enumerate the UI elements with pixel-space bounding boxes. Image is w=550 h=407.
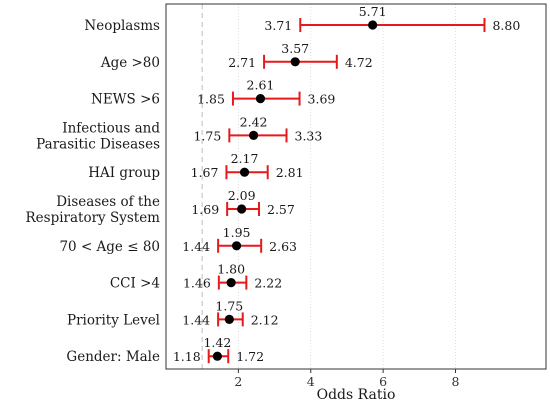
odds-ratio-label: 1.42 xyxy=(203,335,231,350)
odds-ratio-label: 1.75 xyxy=(215,298,243,313)
ci-upper-label: 2.63 xyxy=(269,239,297,254)
ci-lower-label: 1.75 xyxy=(193,128,221,143)
forest-row: Diseases of the Respiratory System 2.09 1.6… xyxy=(26,188,295,226)
x-tick-label: 6 xyxy=(379,374,387,389)
ci-lower-label: 1.85 xyxy=(197,92,225,107)
odds-ratio-point xyxy=(368,20,378,30)
forest-row: Infectious and Parasitic Diseases 2.42 1.75… xyxy=(36,114,322,152)
ci-upper-label: 2.22 xyxy=(254,276,282,291)
row-label: CCI >4 xyxy=(110,276,160,292)
x-axis-title: Odds Ratio xyxy=(317,387,396,403)
forest-row: Priority Level 1.75 1.44 2.12 xyxy=(67,298,279,328)
forest-row: Gender: Male 1.421.18 1.72 xyxy=(66,335,264,365)
ci-upper-label: 2.12 xyxy=(251,312,279,327)
row-label: Gender: Male xyxy=(66,349,160,365)
x-tick-label: 4 xyxy=(307,374,315,389)
odds-ratio-label: 1.95 xyxy=(223,225,251,240)
row-label: Neoplasms xyxy=(84,18,160,34)
odds-ratio-point xyxy=(231,241,242,251)
row-label-line: Parasitic Diseases xyxy=(36,136,160,152)
ci-upper-label: 2.57 xyxy=(267,202,295,217)
odds-ratio-point xyxy=(212,351,222,361)
odds-ratio-point xyxy=(255,94,266,104)
odds-ratio-label: 2.17 xyxy=(231,151,259,166)
odds-ratio-point xyxy=(224,314,234,324)
odds-ratio-point xyxy=(248,130,259,140)
ci-lower-label: 1.67 xyxy=(191,165,219,180)
row-label: HAI group xyxy=(88,165,160,181)
x-axis-ticks: 2 4 6 8 xyxy=(234,369,460,389)
forest-row: Age >80 3.57 2.71 4.72 xyxy=(100,41,373,71)
ci-lower-label: 3.71 xyxy=(264,18,292,33)
ci-upper-label: 3.69 xyxy=(308,92,336,107)
odds-ratio-point xyxy=(239,167,250,177)
row-label-line: Respiratory System xyxy=(26,210,161,226)
ci-upper-label: 2.81 xyxy=(276,165,304,180)
odds-ratio-label: 2.09 xyxy=(228,188,256,203)
odds-ratio-label: 2.61 xyxy=(247,78,275,93)
row-label-line: Infectious and xyxy=(62,120,160,136)
ci-upper-label: 4.72 xyxy=(345,55,373,70)
odds-ratio-label: 1.80 xyxy=(217,262,245,277)
row-label: 70 < Age ≤ 80 xyxy=(59,239,160,255)
ci-lower-label: 1.18 xyxy=(173,349,201,364)
odds-ratio-point xyxy=(237,204,247,214)
forest-row: HAI group 2.17 1.67 2.81 xyxy=(88,151,303,181)
ci-upper-label: 3.33 xyxy=(295,128,323,143)
x-tick-label: 2 xyxy=(234,374,242,389)
row-label: Infectious and Parasitic Diseases xyxy=(36,120,160,152)
row-label: Diseases of the Respiratory System xyxy=(26,194,161,226)
row-label: NEWS >6 xyxy=(91,92,160,108)
odds-ratio-point xyxy=(290,57,300,67)
gridlines xyxy=(201,4,456,369)
forest-row: Neoplasms 5.71 3.71 8.80 xyxy=(84,4,520,34)
row-label: Age >80 xyxy=(100,55,160,71)
forest-row: 70 < Age ≤ 80 1.95 1.44 2.63 xyxy=(59,225,297,255)
ci-upper-label: 8.80 xyxy=(492,18,520,33)
x-tick-label: 8 xyxy=(452,374,460,389)
odds-ratio-label: 5.71 xyxy=(359,4,387,19)
ci-upper-label: 1.72 xyxy=(236,349,264,364)
row-label: Priority Level xyxy=(67,312,160,328)
odds-ratio-point xyxy=(226,278,236,288)
ci-lower-label: 2.71 xyxy=(228,55,256,70)
odds-ratio-label: 2.42 xyxy=(240,114,268,129)
ci-lower-label: 1.44 xyxy=(182,312,210,327)
forest-row: NEWS >6 2.61 1.85 3.69 xyxy=(91,78,335,108)
odds-ratio-label: 3.57 xyxy=(281,41,309,56)
row-label-line: Diseases of the xyxy=(56,194,160,210)
ci-lower-label: 1.69 xyxy=(191,202,219,217)
ci-lower-label: 1.46 xyxy=(183,276,211,291)
plot-panel-border xyxy=(165,3,547,370)
forest-rows: Neoplasms 5.71 3.71 8.80 Age >80 3.57 2.71 4.72… xyxy=(26,4,521,365)
ci-lower-label: 1.44 xyxy=(182,239,210,254)
forest-row: CCI >4 1.80 1.46 2.22 xyxy=(110,262,282,292)
